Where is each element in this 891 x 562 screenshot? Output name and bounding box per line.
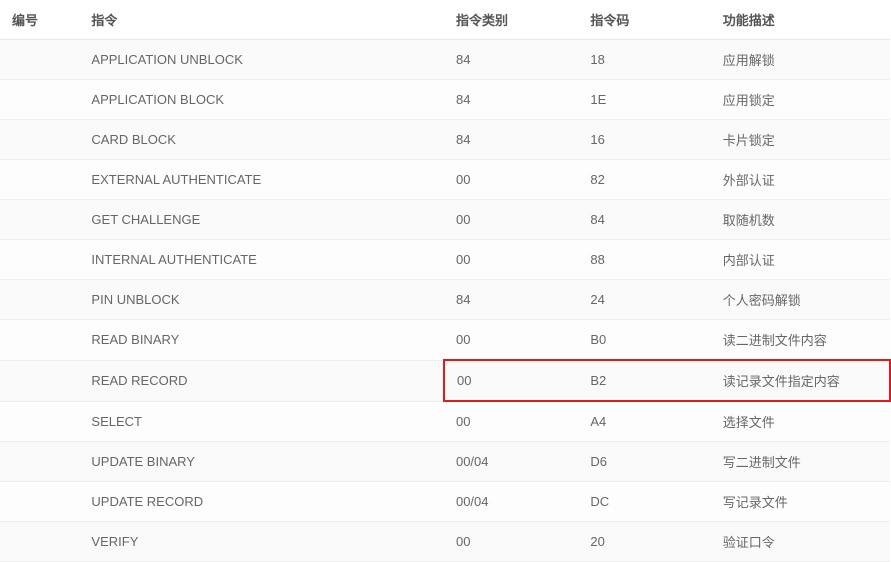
cell-desc: 读记录文件指定内容 xyxy=(711,360,890,401)
cell-cat: 00/04 xyxy=(444,482,578,522)
cell-instr: CARD BLOCK xyxy=(79,120,444,160)
cell-cat: 84 xyxy=(444,80,578,120)
cell-code: 82 xyxy=(578,160,710,200)
cell-cat: 00 xyxy=(444,401,578,442)
cell-code: 24 xyxy=(578,280,710,320)
cell-cat: 00/04 xyxy=(444,442,578,482)
cell-instr: READ RECORD xyxy=(79,360,444,401)
table-row: CARD BLOCK8416卡片锁定 xyxy=(0,120,890,160)
table-row: PIN UNBLOCK8424个人密码解锁 xyxy=(0,280,890,320)
cell-num xyxy=(0,320,79,361)
table-row: EXTERNAL AUTHENTICATE0082外部认证 xyxy=(0,160,890,200)
cell-desc: 选择文件 xyxy=(711,401,890,442)
cell-desc: 写记录文件 xyxy=(711,482,890,522)
table-row: GET CHALLENGE0084取随机数 xyxy=(0,200,890,240)
cell-num xyxy=(0,40,79,80)
col-header-desc: 功能描述 xyxy=(711,0,890,40)
cell-instr: APPLICATION BLOCK xyxy=(79,80,444,120)
cell-cat: 00 xyxy=(444,200,578,240)
cell-cat: 00 xyxy=(444,320,578,361)
cell-code: 88 xyxy=(578,240,710,280)
table-row: READ BINARY00B0读二进制文件内容 xyxy=(0,320,890,361)
cell-instr: READ BINARY xyxy=(79,320,444,361)
cell-desc: 读二进制文件内容 xyxy=(711,320,890,361)
cell-desc: 外部认证 xyxy=(711,160,890,200)
col-header-code: 指令码 xyxy=(578,0,710,40)
cell-instr: PIN UNBLOCK xyxy=(79,280,444,320)
cell-instr: EXTERNAL AUTHENTICATE xyxy=(79,160,444,200)
cell-cat: 00 xyxy=(444,160,578,200)
cell-instr: APPLICATION UNBLOCK xyxy=(79,40,444,80)
table-row: UPDATE BINARY00/04D6写二进制文件 xyxy=(0,442,890,482)
col-header-num: 编号 xyxy=(0,0,79,40)
cell-instr: GET CHALLENGE xyxy=(79,200,444,240)
cell-code: B0 xyxy=(578,320,710,361)
cell-cat: 84 xyxy=(444,40,578,80)
cell-code: D6 xyxy=(578,442,710,482)
cell-code: 84 xyxy=(578,200,710,240)
cell-code: DC xyxy=(578,482,710,522)
cell-instr: INTERNAL AUTHENTICATE xyxy=(79,240,444,280)
cell-code: 16 xyxy=(578,120,710,160)
cell-instr: SELECT xyxy=(79,401,444,442)
cell-instr: UPDATE BINARY xyxy=(79,442,444,482)
cell-num xyxy=(0,280,79,320)
cell-desc: 应用解锁 xyxy=(711,40,890,80)
table-row: SELECT00A4选择文件 xyxy=(0,401,890,442)
cell-desc: 卡片锁定 xyxy=(711,120,890,160)
cell-desc: 应用锁定 xyxy=(711,80,890,120)
table-row: APPLICATION BLOCK841E应用锁定 xyxy=(0,80,890,120)
cell-num xyxy=(0,160,79,200)
header-row: 编号 指令 指令类别 指令码 功能描述 xyxy=(0,0,890,40)
cell-desc: 内部认证 xyxy=(711,240,890,280)
cell-num xyxy=(0,482,79,522)
instruction-table: 编号 指令 指令类别 指令码 功能描述 APPLICATION UNBLOCK8… xyxy=(0,0,891,562)
cell-desc: 个人密码解锁 xyxy=(711,280,890,320)
table-row: READ RECORD00B2读记录文件指定内容 xyxy=(0,360,890,401)
cell-cat: 84 xyxy=(444,120,578,160)
table-row: APPLICATION UNBLOCK8418应用解锁 xyxy=(0,40,890,80)
cell-num xyxy=(0,80,79,120)
cell-cat: 00 xyxy=(444,360,578,401)
cell-num xyxy=(0,401,79,442)
cell-desc: 写二进制文件 xyxy=(711,442,890,482)
cell-instr: UPDATE RECORD xyxy=(79,482,444,522)
table-body: APPLICATION UNBLOCK8418应用解锁APPLICATION B… xyxy=(0,40,890,562)
cell-code: 18 xyxy=(578,40,710,80)
cell-cat: 84 xyxy=(444,280,578,320)
cell-cat: 00 xyxy=(444,240,578,280)
cell-code: 1E xyxy=(578,80,710,120)
table-row: INTERNAL AUTHENTICATE0088内部认证 xyxy=(0,240,890,280)
cell-code: A4 xyxy=(578,401,710,442)
cell-num xyxy=(0,442,79,482)
col-header-cat: 指令类别 xyxy=(444,0,578,40)
cell-num xyxy=(0,240,79,280)
cell-num xyxy=(0,120,79,160)
cell-num xyxy=(0,200,79,240)
cell-desc: 取随机数 xyxy=(711,200,890,240)
cell-code: B2 xyxy=(578,360,710,401)
table-row: UPDATE RECORD00/04DC写记录文件 xyxy=(0,482,890,522)
col-header-instr: 指令 xyxy=(79,0,444,40)
cell-num xyxy=(0,360,79,401)
